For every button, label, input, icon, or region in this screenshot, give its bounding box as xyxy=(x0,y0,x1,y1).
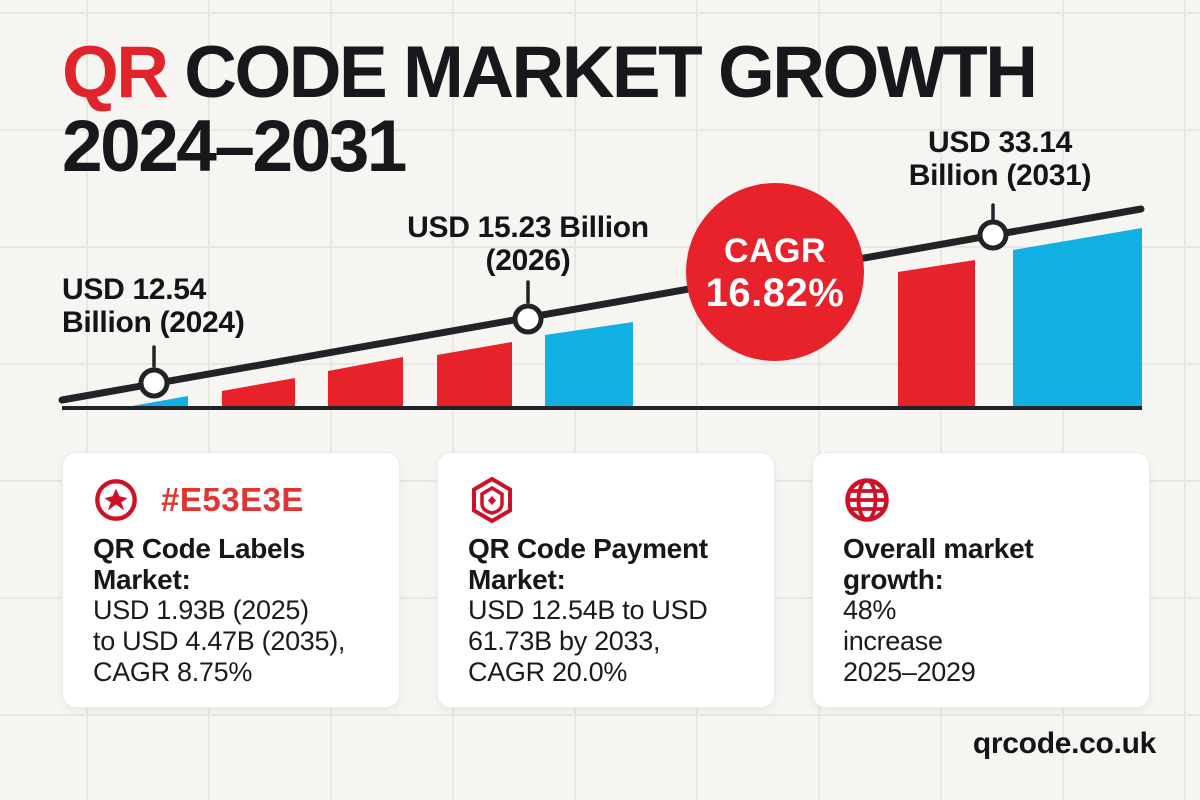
card1-heading: QR Code Labels Market: xyxy=(93,533,306,595)
card3-line3: 2025–2029 xyxy=(843,657,976,687)
card1-line3: CAGR 8.75% xyxy=(93,657,253,687)
page-title: QR CODE MARKET GROWTH 2024–2031 xyxy=(62,36,1038,187)
globe-icon xyxy=(845,478,889,522)
hex-color-badge: #E53E3E xyxy=(161,481,304,518)
card2-icon-row xyxy=(468,475,746,525)
card3-line2: increase xyxy=(843,626,943,656)
card2-line1: USD 12.54B to USD xyxy=(468,595,708,625)
card-overall-growth: Overall market growth: 48% increase 2025… xyxy=(812,452,1150,708)
page-title-line1: QR CODE MARKET GROWTH xyxy=(62,36,1038,110)
card1-line1: USD 1.93B (2025) xyxy=(93,595,309,625)
annotation-2026: USD 15.23 Billion (2026) xyxy=(368,211,688,277)
annotation-2031-line1: USD 33.14 xyxy=(927,126,1073,159)
shield-icon xyxy=(472,476,512,524)
title-highlight: QR xyxy=(62,32,169,113)
annotation-2024-line1: USD 12.54 xyxy=(62,273,207,306)
annotation-2026-line2: (2026) xyxy=(485,244,571,277)
cagr-label: CAGR xyxy=(723,232,827,270)
card-qr-labels-market: #E53E3E QR Code Labels Market: USD 1.93B… xyxy=(62,452,400,708)
card3-icon-row xyxy=(843,475,1121,525)
card3-heading: Overall market growth: xyxy=(843,533,1034,595)
page-title-line2: 2024–2031 xyxy=(62,106,407,187)
growth-chart xyxy=(58,183,1145,410)
annotation-2031: USD 33.14 Billion (2031) xyxy=(840,126,1160,192)
card1-line2: to USD 4.47B (2035), xyxy=(93,626,346,656)
cagr-value: 16.82% xyxy=(705,271,845,315)
card2-line2: 61.73B by 2033, xyxy=(468,626,661,656)
card1-icon-row: #E53E3E xyxy=(93,475,371,525)
annotation-2031-line2: Billion (2031) xyxy=(908,159,1092,192)
card3-line1: 48% xyxy=(843,595,897,625)
annotation-2024-line2: Billion (2024) xyxy=(62,306,245,339)
annotation-2024: USD 12.54 Billion (2024) xyxy=(62,273,245,339)
card2-line3: CAGR 20.0% xyxy=(468,657,628,687)
brand-footer: qrcode.co.uk xyxy=(972,727,1156,760)
compass-star-icon xyxy=(95,479,137,521)
title-rest: CODE MARKET GROWTH xyxy=(166,32,1038,113)
cagr-badge: CAGR 16.82% xyxy=(665,231,885,315)
card2-heading: QR Code Payment Market: xyxy=(468,533,708,595)
annotation-2026-line1: USD 15.23 Billion xyxy=(407,211,649,244)
card-qr-payment-market: QR Code Payment Market: USD 12.54B to US… xyxy=(437,452,775,708)
